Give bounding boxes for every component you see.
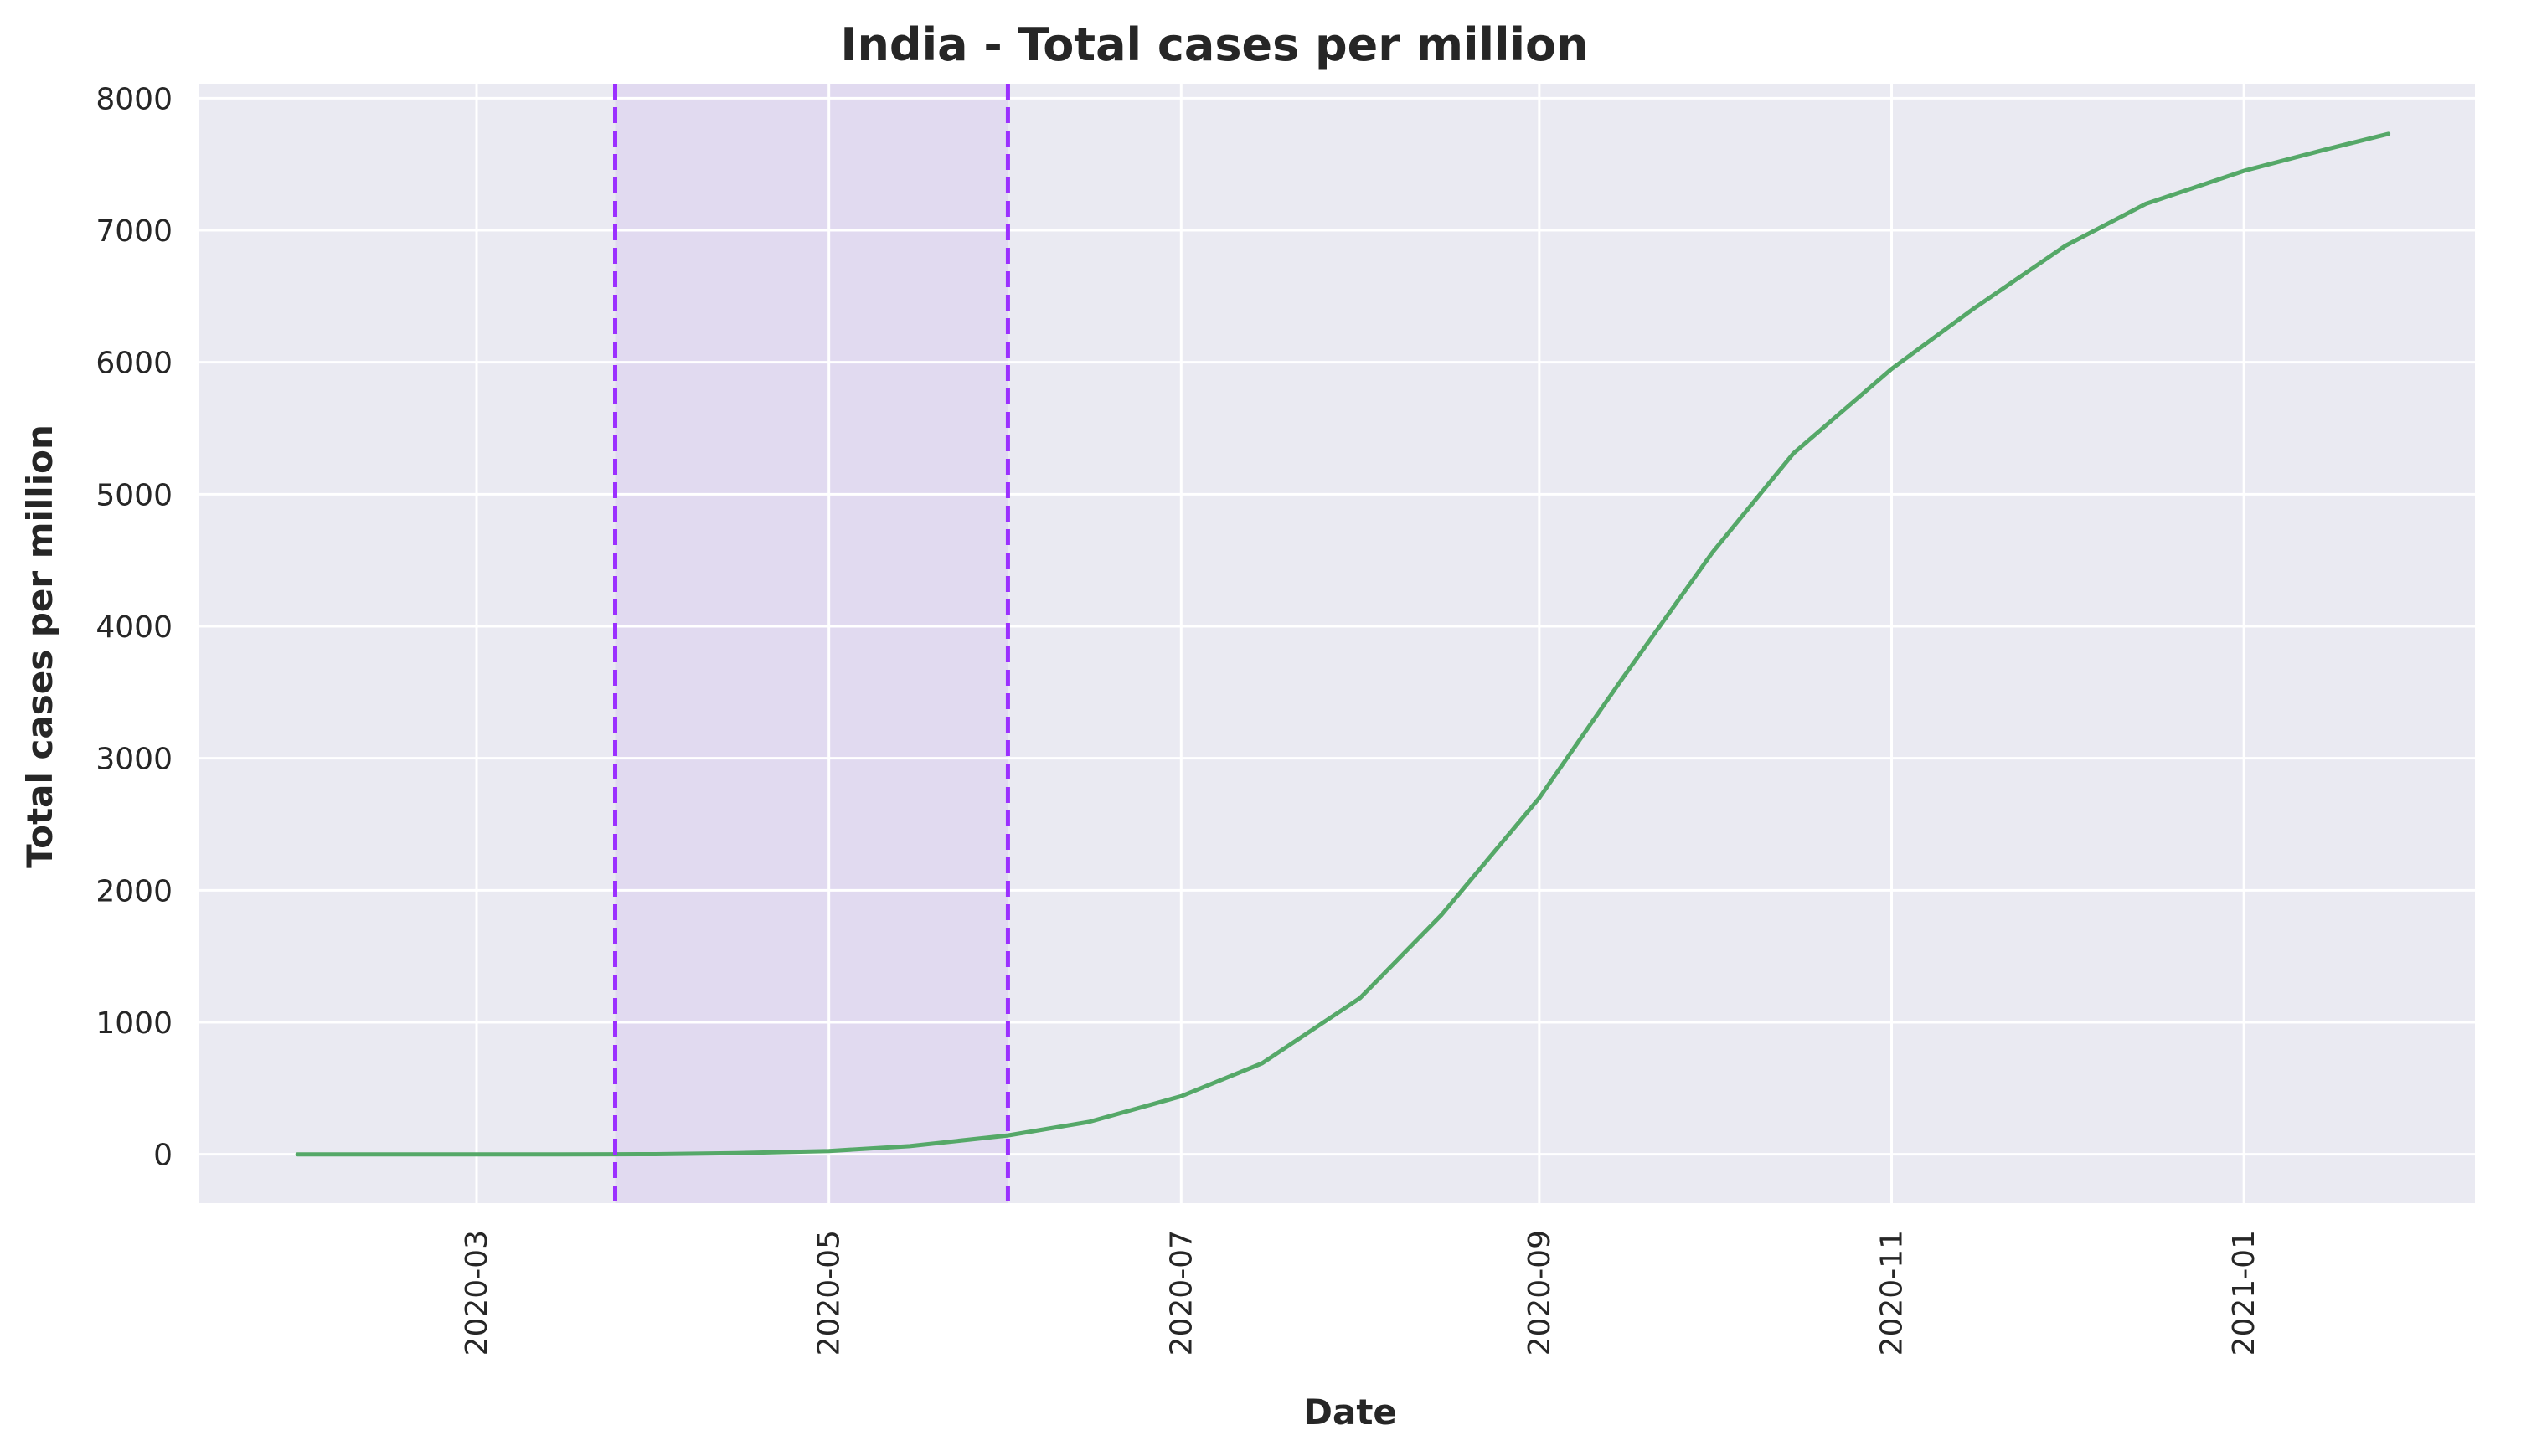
series-line <box>295 131 2391 1157</box>
x-tick-label: 2020-09 <box>1523 1230 1557 1356</box>
shaded-span <box>615 84 1008 1203</box>
x-tick-label: 2020-03 <box>460 1230 494 1356</box>
y-tick-labels: 0 1000 2000 3000 4000 5000 6000 7000 8000 <box>95 82 173 1172</box>
x-tick-label: 2021-01 <box>2227 1230 2261 1356</box>
y-tick-label: 8000 <box>95 82 173 116</box>
y-tick-label: 7000 <box>95 214 173 249</box>
y-tick-label: 4000 <box>95 610 173 645</box>
y-tick-label: 1000 <box>95 1006 173 1041</box>
y-tick-label: 3000 <box>95 743 173 777</box>
x-axis-title: Date <box>1303 1392 1397 1433</box>
plot-area <box>199 84 2475 1203</box>
y-tick-label: 6000 <box>95 347 173 381</box>
x-tick-label: 2020-07 <box>1164 1230 1199 1356</box>
shade-layer <box>615 84 1008 1203</box>
y-tick-label: 2000 <box>95 874 173 908</box>
chart-title: India - Total cases per million <box>840 18 1588 71</box>
y-axis-title: Total cases per million <box>19 424 60 868</box>
x-tick-label: 2020-05 <box>812 1230 847 1356</box>
x-tick-labels: 2020-03 2020-05 2020-07 2020-09 2020-11 2021-… <box>460 1230 2261 1356</box>
y-tick-label: 0 <box>153 1139 173 1173</box>
x-tick-label: 2020-11 <box>1875 1230 1910 1356</box>
y-tick-label: 5000 <box>95 478 173 512</box>
series-layer <box>295 131 2391 1157</box>
